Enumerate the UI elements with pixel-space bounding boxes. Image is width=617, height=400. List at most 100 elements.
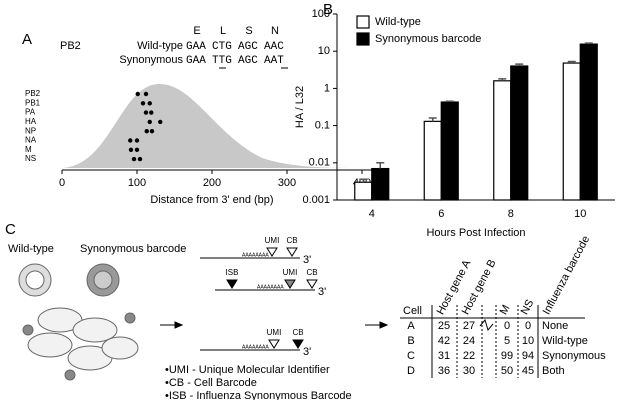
dot <box>143 91 149 97</box>
codon: GAA <box>186 55 206 67</box>
bar <box>510 65 529 201</box>
table-cell: 25 <box>438 320 450 332</box>
table-cell: 45 <box>522 365 534 377</box>
poly-a: AAAAAAAA <box>257 284 284 290</box>
density-area <box>62 83 362 168</box>
dot <box>137 156 143 162</box>
row-label: PA <box>25 108 36 117</box>
dot <box>158 119 163 125</box>
bar <box>579 43 598 201</box>
codon: CTG <box>212 41 232 53</box>
error-bar <box>515 63 524 67</box>
error-bar <box>584 42 593 45</box>
error-bar <box>498 78 507 81</box>
tag-marker <box>266 247 278 257</box>
codon: GAA <box>186 41 206 53</box>
panel-label: C <box>5 221 16 238</box>
table-cell: 94 <box>522 350 534 362</box>
bar <box>371 167 390 201</box>
tag-marker <box>306 279 318 289</box>
error-bar <box>359 178 368 183</box>
bar <box>493 80 512 201</box>
x-tick-label: 4 <box>369 208 375 220</box>
row-label: PB1 <box>25 98 41 107</box>
panel-label: A <box>22 31 32 48</box>
read-end: 3' <box>303 254 311 266</box>
codon: AGC <box>238 41 258 53</box>
codon: AAT <box>264 55 284 67</box>
bar <box>562 62 581 201</box>
dot <box>128 147 134 152</box>
dot <box>134 147 140 152</box>
table-header: Influenza barcode <box>541 234 593 317</box>
table-cell: Wild-type <box>542 335 588 347</box>
table-cell: 50 <box>501 365 513 377</box>
table-header: Cell <box>403 305 422 317</box>
gene-label: PB2 <box>60 40 81 52</box>
error-bar <box>567 60 576 64</box>
dot <box>128 138 133 143</box>
tag-marker <box>284 279 296 289</box>
tag-marker <box>226 279 238 289</box>
tag-label: CB <box>306 268 317 277</box>
read-end: 3' <box>318 286 326 298</box>
poly-a: AAAAAAAA <box>242 344 269 350</box>
legend-item: •CB - Cell Barcode <box>165 377 257 389</box>
read-end: 3' <box>303 346 311 358</box>
sequence-label: Wild-type <box>137 40 183 52</box>
dot <box>149 110 154 115</box>
legend-item: •ISB - Influenza Synonymous Barcode <box>165 390 352 400</box>
dot <box>147 119 152 125</box>
bar <box>440 101 459 201</box>
dot <box>135 91 140 97</box>
codon: TTG <box>212 55 232 67</box>
row-label: M <box>25 145 32 154</box>
table-cell: Synonymous <box>542 350 606 362</box>
y-axis-title: HA / L32 <box>294 86 306 128</box>
virus-label: Synonymous barcode <box>80 243 186 255</box>
tag-label: CB <box>286 236 297 245</box>
x-tick-label: 200 <box>203 177 221 189</box>
tag-label: ISB <box>226 268 239 277</box>
legend-item: •UMI - Unique Molecular Identifier <box>165 364 330 376</box>
sequence-label: Synonymous <box>119 54 183 66</box>
row-label: NS <box>25 154 36 163</box>
poly-a: AAAAAAAA <box>242 252 269 258</box>
y-tick-label: 0.001 <box>302 194 330 206</box>
table-cell: None <box>542 320 568 332</box>
amino-acid: N <box>271 25 279 37</box>
table-cell: 36 <box>438 365 450 377</box>
panel-label: B <box>323 1 333 18</box>
table-header: NS <box>519 298 537 317</box>
tag-marker <box>286 247 298 257</box>
dot <box>140 101 146 106</box>
legend-swatch <box>356 15 370 29</box>
legend-swatch <box>356 32 370 46</box>
table-cell: 5 <box>504 335 510 347</box>
y-tick-label: 10 <box>318 45 330 57</box>
x-axis-title: Distance from 3' end (bp) <box>150 194 273 206</box>
x-tick-label: 6 <box>438 208 444 220</box>
y-tick-label: 100 <box>312 8 330 20</box>
legend-label: Synonymous barcode <box>375 33 481 45</box>
row-label: NA <box>25 136 37 145</box>
table-cell: 24 <box>463 335 475 347</box>
tag-marker <box>292 339 304 349</box>
virus-label: Wild-type <box>8 243 54 255</box>
dot <box>131 156 137 162</box>
table-cell: 31 <box>438 350 450 362</box>
bar <box>354 181 373 201</box>
dot <box>149 129 155 134</box>
row-label: HA <box>25 117 37 126</box>
table-cell: 10 <box>522 335 534 347</box>
table-cell: 0 <box>504 320 510 332</box>
virus-icons <box>18 263 139 381</box>
table-cell: B <box>407 335 414 347</box>
amino-acid: S <box>245 25 252 37</box>
x-tick-label: 8 <box>508 208 514 220</box>
error-bar <box>376 162 385 169</box>
error-bar <box>445 100 454 103</box>
table-header: M <box>498 303 513 317</box>
